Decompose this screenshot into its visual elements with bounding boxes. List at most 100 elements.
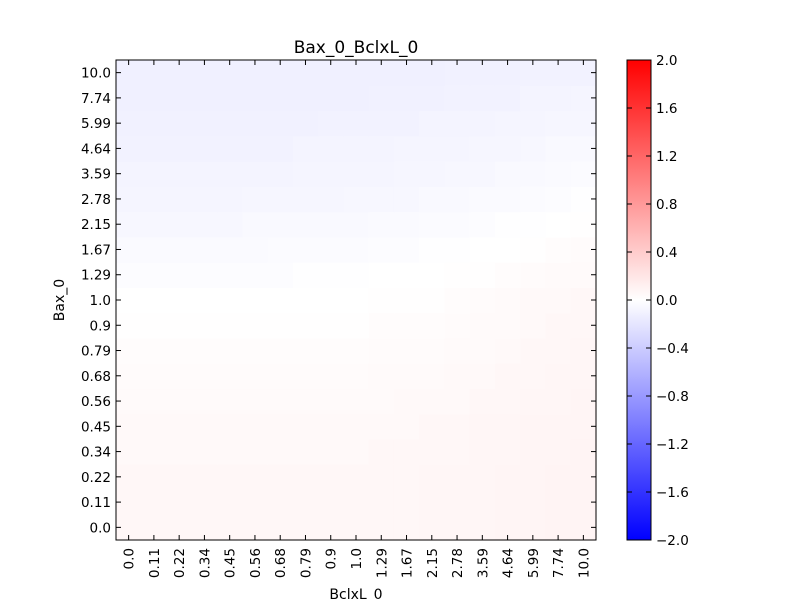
x-axis-ticks: 0.0 0.11 0.22 0.34 0.45 0.56 0.68 0.79 0.9 1.0 1.2…: [122, 60, 592, 578]
heatmap-cell: [393, 110, 420, 137]
heatmap-cell: [267, 186, 294, 213]
heatmap-cell: [292, 464, 319, 491]
heatmap-cell: [520, 236, 547, 263]
y-tick-label: 0.45: [81, 419, 111, 435]
heatmap-cell: [545, 489, 572, 516]
heatmap-cell: [166, 186, 193, 213]
x-tick-label: 0.22: [172, 548, 188, 578]
heatmap-cell: [393, 262, 420, 288]
heatmap-cell: [141, 489, 168, 516]
heatmap-cell: [469, 262, 496, 288]
heatmap-cell: [318, 236, 344, 263]
heatmap-cell: [520, 388, 547, 415]
y-tick-label: 5.99: [81, 116, 111, 132]
heatmap-cell: [292, 287, 319, 314]
x-tick-label: 5.99: [526, 548, 542, 578]
heatmap-cell: [444, 262, 471, 288]
x-axis-label: BclxL_0: [329, 587, 382, 600]
heatmap-cell: [217, 135, 243, 162]
heatmap-cell: [419, 464, 446, 491]
heatmap-cell: [191, 312, 218, 339]
heatmap-cell: [141, 363, 168, 390]
colorbar-tick-label: −2.0: [656, 533, 689, 549]
heatmap-cell: [494, 211, 521, 238]
heatmap-cell: [368, 413, 395, 440]
heatmap-cell: [469, 110, 496, 137]
heatmap-cell: [469, 186, 496, 213]
heatmap-cell: [419, 287, 446, 314]
heatmap-cell: [318, 262, 344, 288]
heatmap-cell: [494, 262, 521, 288]
heatmap-cell: [469, 489, 496, 516]
heatmap-cell: [292, 489, 319, 516]
heatmap-cell: [292, 262, 319, 288]
heatmap-cell: [419, 236, 446, 263]
heatmap-cell: [318, 489, 344, 516]
heatmap-cell: [368, 464, 395, 491]
heatmap-cell: [242, 388, 269, 415]
heatmap-cell: [343, 262, 370, 288]
heatmap-cell: [191, 161, 218, 187]
heatmap-cell: [520, 287, 547, 314]
heatmap-cell: [166, 388, 193, 415]
heatmap-cell: [494, 489, 521, 516]
heatmap-cell: [242, 337, 269, 364]
heatmap-cell: [545, 236, 572, 263]
heatmap-cell: [292, 363, 319, 390]
heatmap-cell: [267, 363, 294, 390]
heatmap-cell: [545, 413, 572, 440]
heatmap-cell: [242, 489, 269, 516]
heatmap-cell: [267, 236, 294, 263]
heatmap-cell: [520, 489, 547, 516]
heatmap-cell: [393, 413, 420, 440]
colorbar-tick-label: −0.4: [656, 341, 689, 357]
heatmap-cell: [469, 363, 496, 390]
heatmap-cell: [217, 110, 243, 137]
heatmap-cell: [318, 135, 344, 162]
heatmap-cell: [343, 413, 370, 440]
heatmap-cell: [368, 211, 395, 238]
heatmap-cell: [444, 110, 471, 137]
heatmap-cell: [141, 388, 168, 415]
heatmap-cell: [166, 262, 193, 288]
chart-title: Bax_0_BclxL_0: [294, 38, 419, 58]
heatmap-cell: [494, 135, 521, 162]
y-tick-label: 0.68: [81, 369, 111, 385]
heatmap-cell: [191, 211, 218, 238]
x-tick-label: 0.34: [197, 548, 213, 578]
heatmap-cell: [469, 337, 496, 364]
heatmap-cell: [545, 388, 572, 415]
colorbar-tick-label: −1.6: [656, 485, 689, 501]
heatmap-cell: [393, 312, 420, 339]
heatmap-cell: [318, 363, 344, 390]
heatmap-cell: [217, 312, 243, 339]
heatmap-cell: [494, 363, 521, 390]
heatmap-cell: [166, 337, 193, 364]
x-tick-label: 2.15: [425, 548, 441, 578]
heatmap-cell: [292, 135, 319, 162]
colorbar-ticks: 2.0 1.6 1.2 0.8 0.4 0.0 −0.4 −0.8 −1.2 −1.6 −2.0: [627, 53, 689, 549]
heatmap-cell: [267, 262, 294, 288]
heatmap-cell: [242, 161, 269, 187]
heatmap-cell: [545, 110, 572, 137]
heatmap-cell: [166, 135, 193, 162]
heatmap-cell: [191, 337, 218, 364]
y-tick-label: 0.11: [81, 495, 111, 511]
y-tick-label: 2.15: [81, 217, 111, 233]
x-tick-label: 3.59: [475, 548, 491, 578]
colorbar-tick-label: 1.6: [656, 101, 677, 117]
heatmap-cell: [393, 161, 420, 187]
heatmap-cell: [292, 236, 319, 263]
heatmap-cell: [217, 85, 243, 112]
heatmap-cell: [318, 464, 344, 491]
heatmap-cell: [368, 312, 395, 339]
heatmap-cell: [520, 337, 547, 364]
heatmap-cell: [368, 438, 395, 465]
heatmap-cell: [141, 287, 168, 314]
heatmap-cell: [444, 438, 471, 465]
heatmap-cell: [217, 464, 243, 491]
heatmap-cell: [494, 110, 521, 137]
colorbar-tick-label: 0.8: [656, 197, 677, 213]
heatmap-cell: [318, 85, 344, 112]
heatmap-cell: [469, 135, 496, 162]
